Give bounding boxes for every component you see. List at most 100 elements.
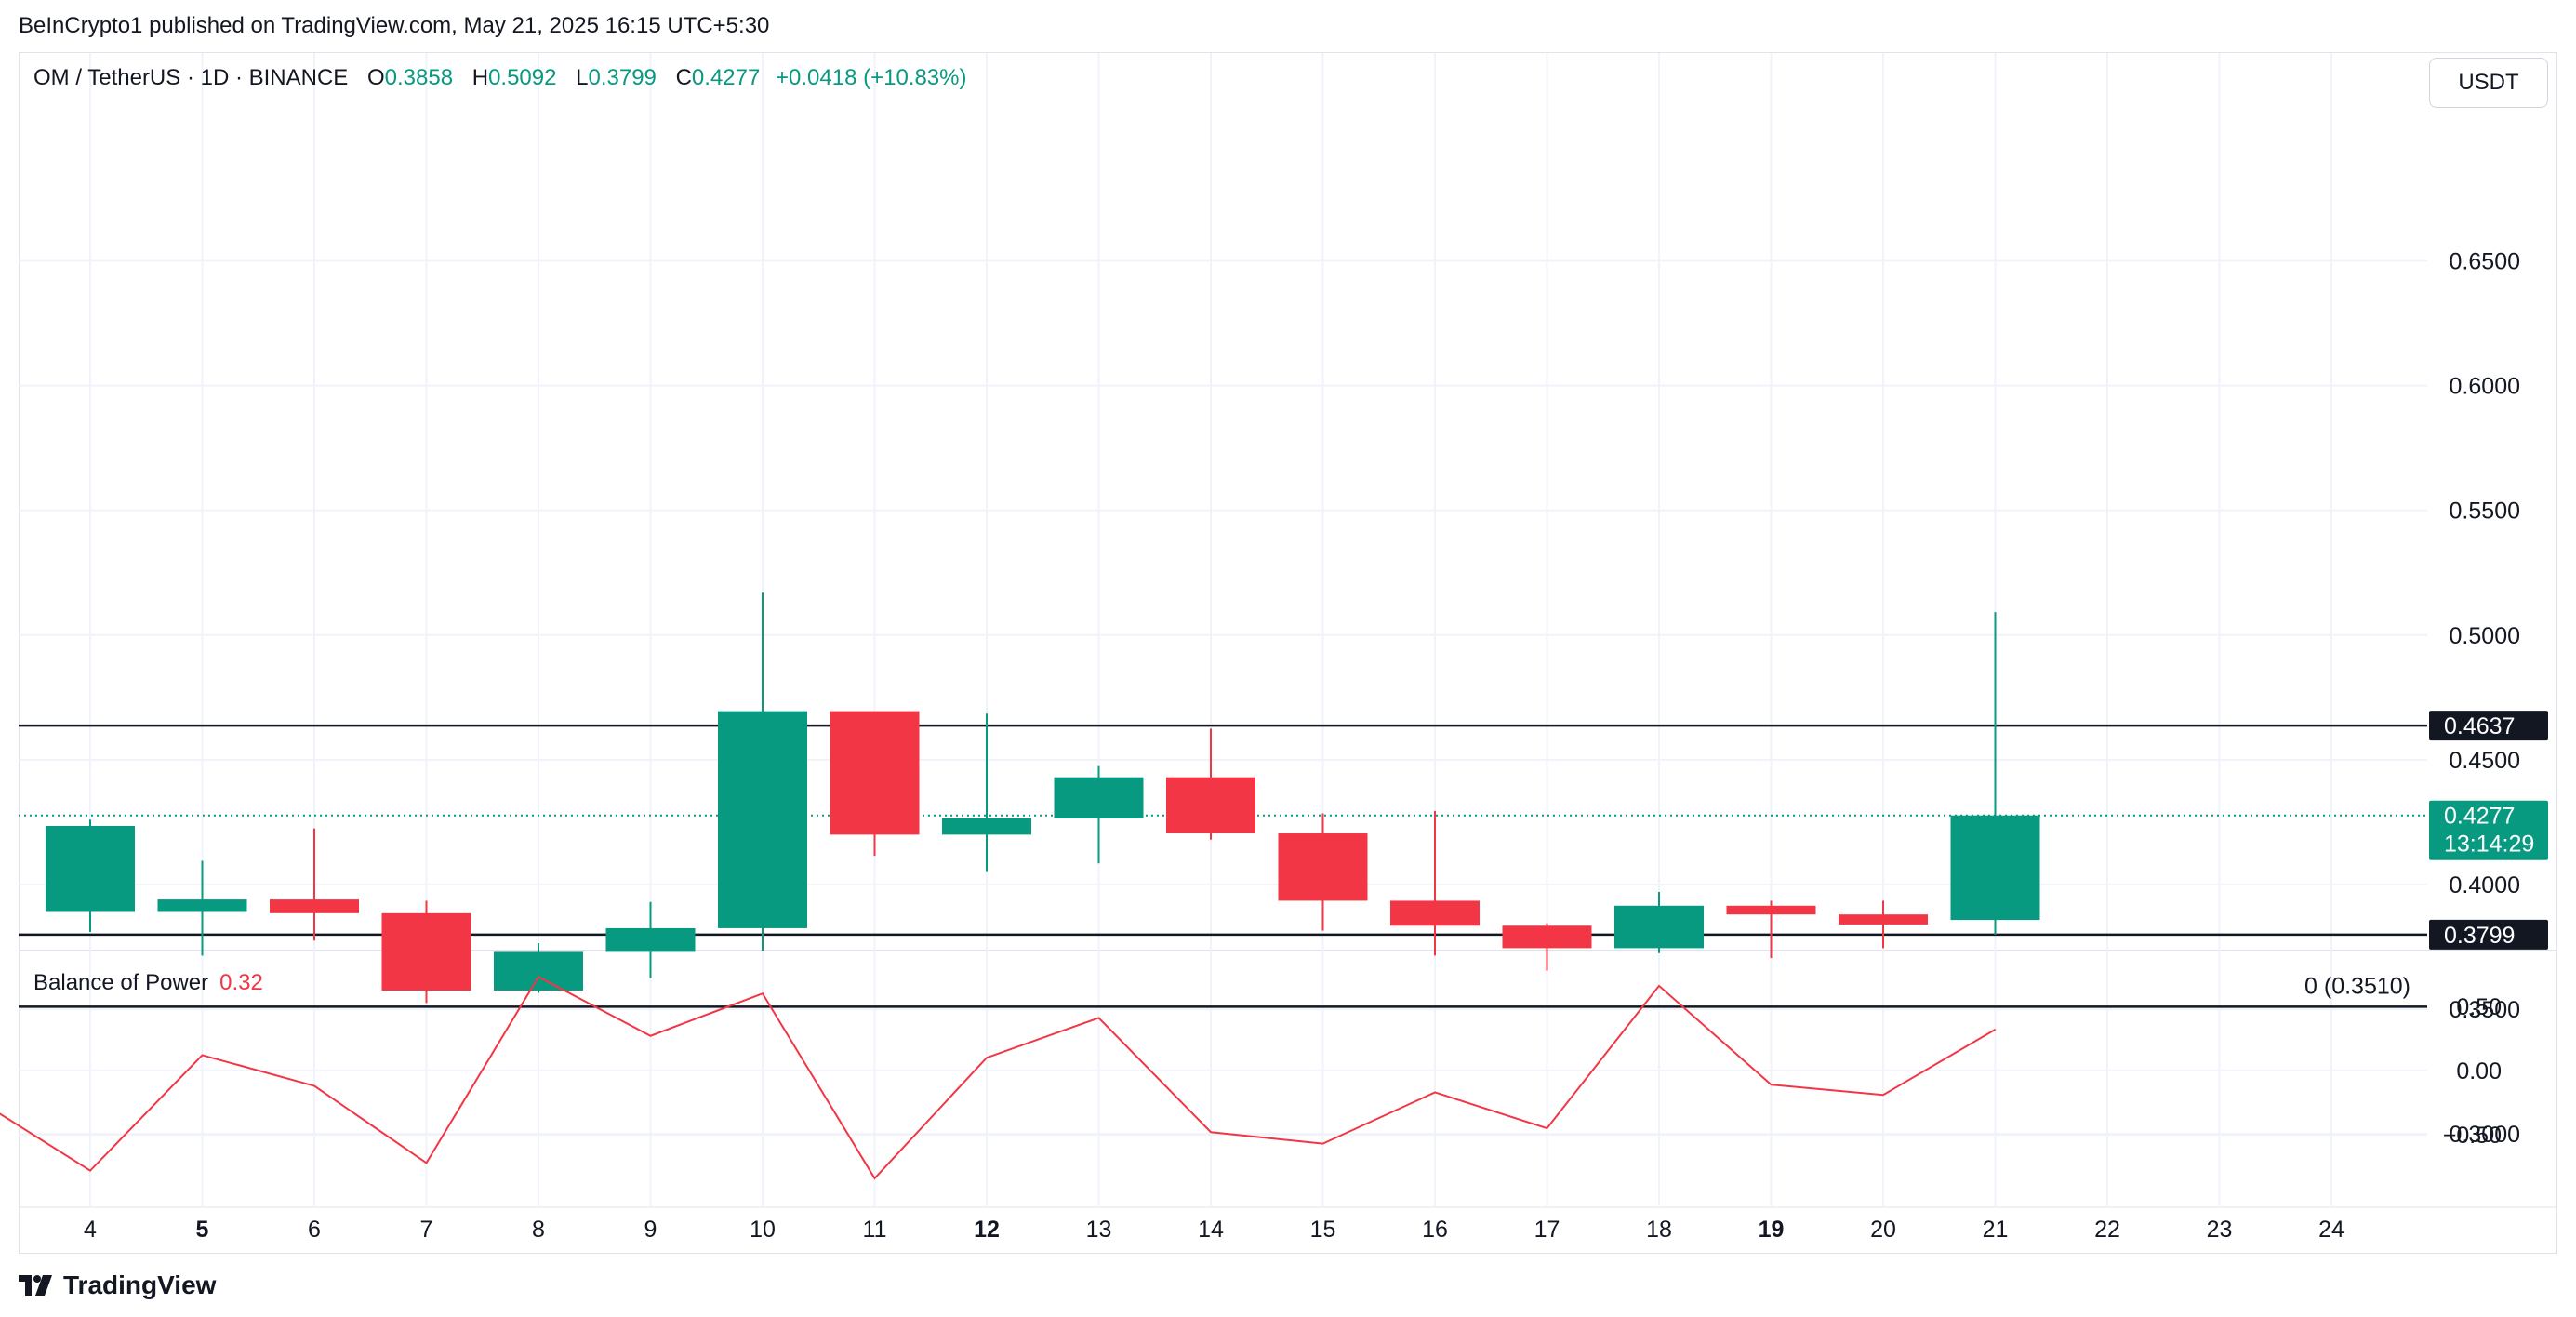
bop-point (313, 1085, 315, 1087)
horizontal-lines-layer: 0 (0.3510) (19, 724, 2427, 1008)
candle-body (1502, 925, 1592, 949)
candle (381, 900, 471, 1004)
candle-body (1614, 905, 1704, 949)
axis-layer: 0.6500 0.6000 0.5500 0.5000 0.4500 0.4000 0.35… (84, 249, 2520, 1244)
indicator-name[interactable]: Balance of Power (33, 970, 209, 995)
x-tick-label: 6 (308, 1217, 321, 1243)
candle (1278, 813, 1368, 931)
x-tick-label: 17 (1534, 1217, 1560, 1243)
candle (1726, 900, 1816, 959)
candle-body (942, 818, 1031, 835)
candle-body (1166, 777, 1255, 834)
x-tick-label: 18 (1646, 1217, 1672, 1243)
candle (157, 860, 247, 956)
bop-point (538, 976, 539, 978)
candle-body (270, 899, 359, 913)
x-tick-label: 4 (84, 1217, 97, 1243)
y-tick-label: 0.5500 (2450, 499, 2520, 525)
candle (1502, 923, 1592, 971)
bop-point (762, 992, 764, 994)
candle-body (494, 951, 583, 991)
x-tick-label: 5 (196, 1217, 209, 1243)
y-tick-label: 0.6000 (2450, 374, 2520, 400)
candles-layer (46, 592, 2040, 1004)
y-tick-label: 0.3000 (2450, 1122, 2520, 1148)
candle-body (1278, 833, 1368, 901)
bop-point (650, 1035, 651, 1037)
candle-body (381, 912, 471, 991)
high-label: H (471, 65, 489, 90)
y-tick-label: 0.3500 (2450, 997, 2520, 1023)
publisher-credit: BeInCrypto1 published on TradingView.com… (19, 13, 770, 38)
close-label: C (675, 65, 692, 90)
bop-point (874, 1177, 875, 1179)
low-value: 0.3799 (588, 65, 657, 90)
candle (494, 943, 583, 993)
candle (605, 901, 696, 978)
bop-point (89, 1170, 91, 1172)
open-label: O (366, 65, 385, 90)
bop-y-tick-label: 0.00 (2456, 1058, 2502, 1084)
symbol-name[interactable]: OM / TetherUS · 1D · BINANCE (33, 65, 349, 90)
candle (1166, 728, 1255, 840)
candle (1950, 612, 2040, 935)
bop-y-tick-label: 0.50 (2456, 994, 2502, 1020)
candle (1614, 892, 1704, 953)
x-tick-label: 16 (1422, 1217, 1448, 1243)
resistance-badge: 0.4637 (2429, 711, 2548, 741)
bop-point (1771, 1084, 1772, 1085)
x-tick-label: 23 (2207, 1217, 2233, 1243)
y-tick-label: 0.4500 (2450, 748, 2520, 774)
support-badge: 0.3799 (2429, 919, 2548, 950)
x-tick-label: 13 (1086, 1217, 1112, 1243)
x-tick-label: 20 (1870, 1217, 1896, 1243)
candle-body (1950, 815, 2040, 921)
currency-selector[interactable]: USDT (2429, 58, 2548, 108)
candle-body (1054, 777, 1144, 818)
x-tick-label: 8 (532, 1217, 545, 1243)
bop-point (426, 1162, 427, 1164)
indicator-legend: Balance of Power 0.32 (33, 970, 263, 996)
candle (270, 828, 359, 941)
y-tick-label: 0.5000 (2450, 623, 2520, 649)
bop-point (202, 1054, 203, 1056)
resistance-badge-bg (2429, 711, 2548, 741)
bop-y-tick-label: −0.50 (2443, 1123, 2502, 1149)
x-tick-label: 10 (750, 1217, 776, 1243)
candle (1390, 810, 1480, 956)
y-tick-label: 0.4000 (2450, 872, 2520, 898)
x-tick-label: 24 (2318, 1217, 2344, 1243)
x-tick-label: 11 (863, 1217, 887, 1243)
change-value: +0.0418 (+10.83%) (776, 65, 967, 90)
tradingview-logo-text: TradingView (63, 1270, 217, 1299)
candle-body (718, 711, 807, 928)
candle (830, 711, 920, 857)
bop-point (1322, 1143, 1323, 1145)
symbol-legend: OM / TetherUS · 1D · BINANCE O0.3858 H 0.… (33, 65, 967, 91)
x-tick-label: 7 (420, 1217, 433, 1243)
x-tick-label: 21 (1983, 1217, 2009, 1243)
chart-frame (19, 52, 2557, 1254)
support-badge-text: 0.3799 (2444, 923, 2515, 949)
candle-body (1390, 900, 1480, 926)
tradingview-logo[interactable]: TradingView (19, 1270, 216, 1300)
x-tick-label: 15 (1310, 1217, 1336, 1243)
bop-point (1210, 1131, 1212, 1133)
grid-layer (19, 53, 2557, 1208)
current-price-badge-bg (2429, 800, 2548, 860)
open-value: 0.3858 (384, 65, 454, 90)
close-value: 0.4277 (691, 65, 761, 90)
bop-layer (0, 975, 1997, 1180)
candle-body (605, 927, 696, 952)
candle-body (46, 825, 135, 912)
indicator-value: 0.32 (219, 970, 263, 995)
bop-point (1434, 1091, 1436, 1093)
candle-body (1726, 905, 1816, 915)
bop-point (1995, 1029, 1996, 1031)
candle (1839, 900, 1928, 949)
candle (942, 713, 1031, 872)
candle (718, 592, 807, 951)
x-tick-label: 9 (644, 1217, 657, 1243)
